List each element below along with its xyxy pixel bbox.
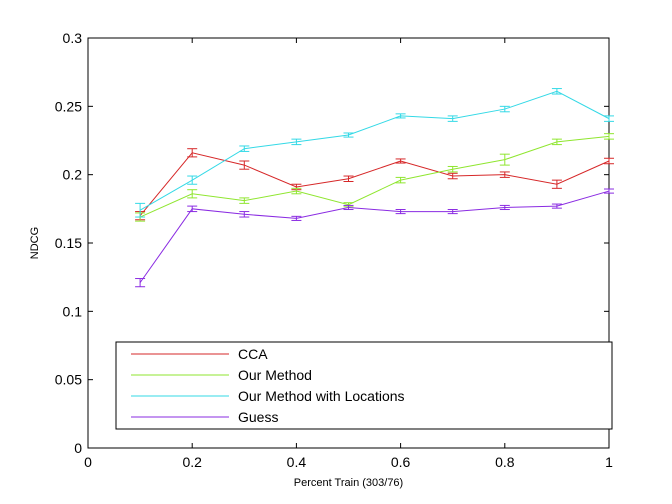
y-axis-label: NDCG	[29, 227, 41, 259]
error-bar	[499, 153, 510, 166]
error-bar	[187, 175, 198, 185]
x-tick-label: 0.8	[495, 454, 515, 470]
x-tick-label: 0	[84, 454, 92, 470]
error-bar	[447, 209, 458, 215]
error-bar	[604, 133, 614, 140]
legend-label: Our Method with Locations	[238, 388, 405, 404]
legend-label: CCA	[238, 346, 268, 362]
series-cca	[135, 148, 614, 221]
error-bar	[343, 175, 354, 182]
x-tick-label: 1	[605, 454, 613, 470]
legend-entry: Our Method	[131, 367, 312, 383]
error-bar	[499, 105, 510, 113]
axis-ticks: 0 0.2 0.4 0.6 0.8 1 0 0.05 0.1 0.15 0.2 0.25 0.3	[55, 30, 613, 470]
error-bar	[343, 132, 354, 138]
error-bar	[135, 202, 146, 218]
error-bar	[604, 115, 614, 122]
y-tick-label: 0.1	[63, 303, 83, 319]
y-tick-label: 0.3	[63, 30, 83, 46]
error-bar	[343, 204, 354, 211]
error-bar	[395, 158, 406, 164]
x-tick-label: 0.4	[287, 454, 307, 470]
series-line	[139, 190, 610, 283]
error-bar	[499, 204, 510, 211]
error-bar	[395, 113, 406, 119]
series-guess	[135, 188, 614, 288]
error-bar	[239, 197, 250, 204]
legend-label: Our Method	[238, 367, 312, 383]
x-axis-label: Percent Train (303/76)	[294, 477, 403, 489]
y-tick-label: 0	[74, 440, 82, 456]
series-line	[139, 135, 610, 218]
error-bar	[551, 88, 562, 95]
x-tick-label: 0.6	[391, 454, 411, 470]
error-bar	[604, 188, 614, 194]
series-line	[139, 90, 610, 211]
x-tick-label: 0.2	[182, 454, 202, 470]
legend-box	[115, 341, 613, 430]
error-bar	[395, 209, 406, 215]
y-tick-label: 0.05	[55, 372, 82, 388]
error-bar	[187, 189, 198, 199]
error-bar	[291, 138, 302, 146]
y-tick-label: 0.15	[55, 235, 82, 251]
legend-entry: Guess	[131, 409, 278, 425]
error-bar	[239, 211, 250, 218]
error-bar	[291, 215, 302, 221]
error-bar	[447, 165, 458, 173]
error-bar	[239, 160, 250, 170]
error-bar	[187, 148, 198, 158]
error-bar	[135, 278, 146, 288]
error-bar	[551, 203, 562, 209]
error-bar	[447, 172, 458, 180]
legend-entry: CCA	[131, 346, 268, 362]
series-line	[139, 152, 610, 216]
legend: CCA Our Method Our Method with Locations Gu…	[115, 341, 613, 430]
series-layer	[135, 88, 614, 288]
error-bar	[395, 176, 406, 184]
y-tick-label: 0.2	[63, 167, 83, 183]
error-bar	[604, 157, 614, 165]
error-bar	[291, 187, 302, 195]
series-our-method-with-locations	[135, 88, 614, 218]
legend-entry: Our Method with Locations	[131, 388, 405, 404]
error-bar	[187, 205, 198, 213]
error-bar	[551, 179, 562, 189]
y-tick-label: 0.25	[55, 98, 82, 114]
error-bar	[239, 145, 250, 152]
error-bar	[447, 115, 458, 122]
legend-label: Guess	[238, 409, 278, 425]
error-bar	[499, 171, 510, 178]
error-bar	[551, 138, 562, 146]
